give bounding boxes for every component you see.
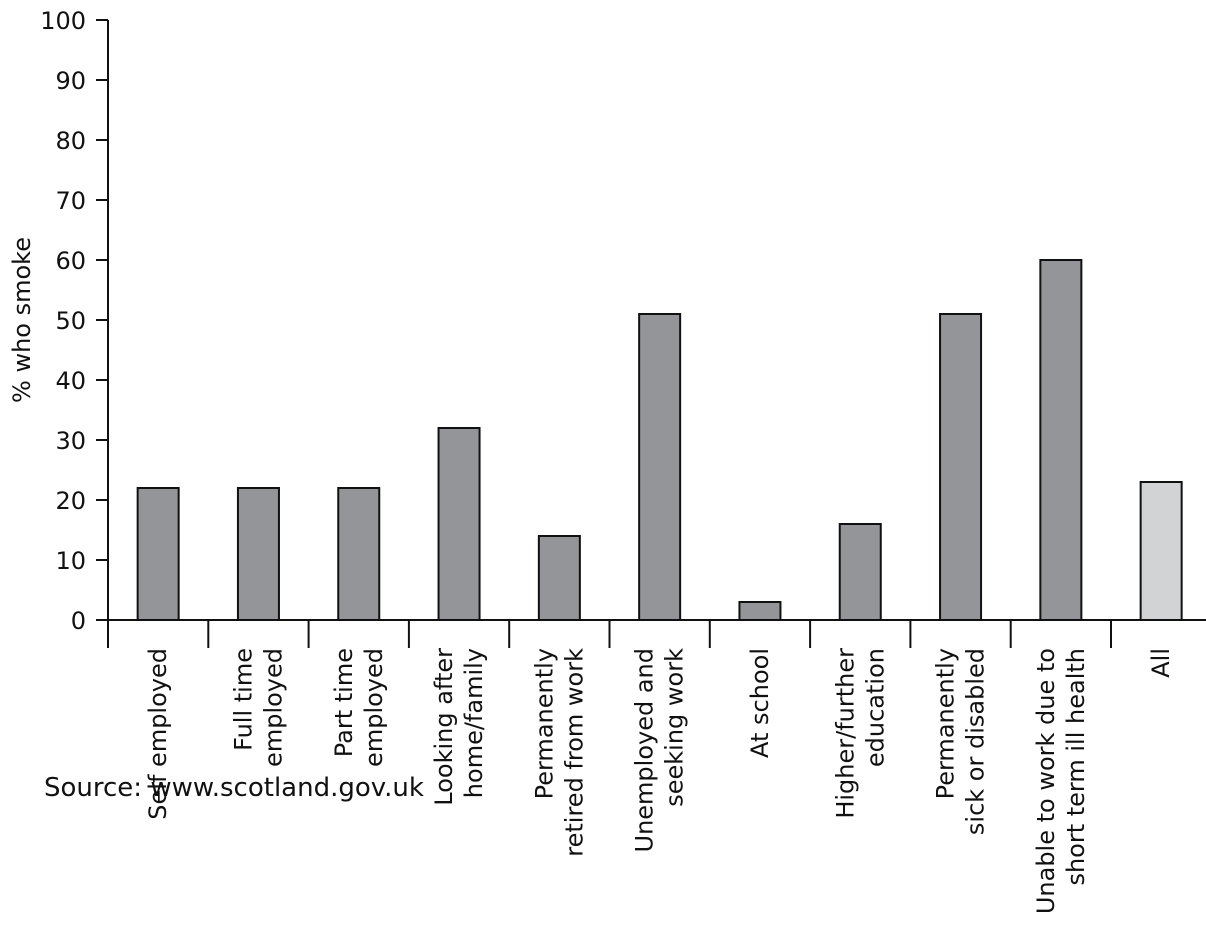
category-label: Permanently retired from work bbox=[530, 648, 588, 857]
category-label: Unable to work due to short term ill heal… bbox=[1032, 648, 1090, 914]
y-tick-label: 50 bbox=[55, 307, 86, 335]
category-label-line: employed bbox=[259, 648, 287, 767]
category-label-line: Higher/further bbox=[831, 648, 859, 819]
category-label-line: Unable to work due to bbox=[1032, 648, 1060, 914]
category-label-line: seeking work bbox=[661, 648, 689, 807]
category-label: All bbox=[1147, 648, 1175, 678]
category-label: Part time employed bbox=[330, 648, 388, 767]
category-label-line: sick or disabled bbox=[962, 648, 990, 835]
y-tick-label: 0 bbox=[71, 607, 86, 635]
category-label-line: education bbox=[861, 648, 889, 767]
category-label-line: Full time bbox=[229, 648, 257, 751]
bar bbox=[437, 427, 481, 621]
y-tick-label: 80 bbox=[55, 127, 86, 155]
y-tick-label: 40 bbox=[55, 367, 86, 395]
category-label-line: Part time bbox=[330, 648, 358, 757]
category-label-line: Looking after bbox=[430, 648, 458, 806]
bar bbox=[738, 601, 782, 621]
category-label: Full time employed bbox=[229, 648, 287, 767]
bar bbox=[337, 487, 381, 621]
y-tick-label: 70 bbox=[55, 187, 86, 215]
category-label-line: All bbox=[1147, 648, 1175, 678]
bar bbox=[236, 487, 280, 621]
category-label: Permanently sick or disabled bbox=[932, 648, 990, 835]
category-label-line: Self employed bbox=[144, 648, 172, 820]
category-label: Unemployed and seeking work bbox=[631, 648, 689, 853]
category-labels: Self employed Full time employed Part time e… bbox=[144, 648, 1175, 914]
bars bbox=[136, 259, 1183, 621]
category-label: At school bbox=[746, 648, 774, 758]
category-label: Looking after home/family bbox=[430, 648, 488, 806]
category-label: Self employed bbox=[144, 648, 172, 820]
bar bbox=[1039, 259, 1083, 621]
y-tick-label: 60 bbox=[55, 247, 86, 275]
source-note: Source: www.scotland.gov.uk bbox=[44, 773, 424, 803]
bar bbox=[838, 523, 882, 621]
category-label-line: retired from work bbox=[560, 648, 588, 857]
y-tick-label: 90 bbox=[55, 67, 86, 95]
y-axis: 0 10 20 30 40 50 60 70 80 90 100 bbox=[40, 7, 109, 635]
category-label-line: employed bbox=[360, 648, 388, 767]
category-label: Higher/further education bbox=[831, 648, 889, 819]
bar bbox=[638, 313, 682, 621]
category-label-line: Permanently bbox=[530, 648, 558, 799]
x-axis bbox=[96, 619, 1206, 648]
category-label-line: home/family bbox=[460, 648, 488, 798]
category-label-line: Permanently bbox=[932, 648, 960, 799]
y-tick-label: 10 bbox=[55, 547, 86, 575]
bar bbox=[1139, 481, 1183, 621]
bar bbox=[537, 535, 581, 621]
y-tick-label: 20 bbox=[55, 487, 86, 515]
category-label-line: Unemployed and bbox=[631, 648, 659, 853]
bar bbox=[136, 487, 180, 621]
category-label-line: At school bbox=[746, 648, 774, 758]
y-tick-label: 30 bbox=[55, 427, 86, 455]
category-label-line: short term ill health bbox=[1062, 648, 1090, 886]
y-tick-label: 100 bbox=[40, 7, 86, 35]
y-axis-title: % who smoke bbox=[8, 237, 36, 403]
bar bbox=[939, 313, 983, 621]
